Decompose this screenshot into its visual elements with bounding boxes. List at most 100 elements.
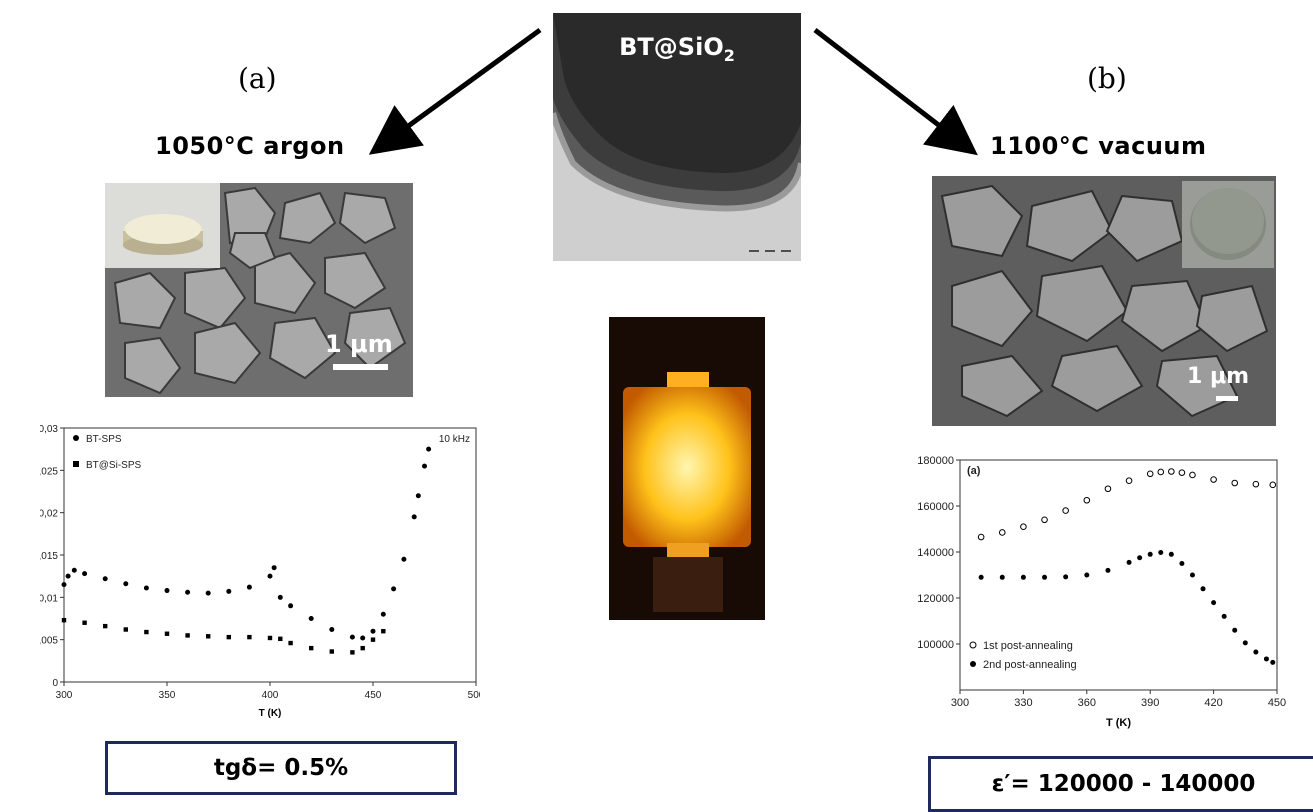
data-point [185,633,190,638]
x-tick-label: 300 [56,690,73,701]
data-point [1020,574,1026,580]
data-point [247,634,252,640]
data-point [1210,476,1217,483]
data-point [1146,470,1154,478]
data-point [267,635,273,641]
data-point [267,573,273,579]
data-point [61,617,67,623]
data-point [143,585,149,591]
x-axis-label: T (K) [1106,717,1131,729]
data-point [1042,574,1048,580]
scale-bar-left: 1 μm [325,330,393,358]
data-point [206,634,211,639]
data-point [370,628,376,634]
data-point [411,514,417,520]
data-point [1020,523,1027,530]
data-point [185,589,191,595]
data-point [123,581,129,587]
data-point [1104,485,1112,493]
data-point [360,645,365,651]
data-point [350,650,355,655]
data-point [144,629,149,635]
chart-annotation: 10 kHz [439,434,470,445]
data-point [1158,549,1164,555]
data-point [1137,555,1143,561]
scale-bar-right: 1 μm [1187,364,1250,389]
data-point [1231,479,1239,487]
y-tick-label: 180000 [917,455,954,467]
data-point [71,567,77,573]
data-point [278,636,283,642]
x-tick-label: 360 [1078,697,1096,709]
x-axis-label: T (K) [259,708,282,719]
y-tick-label: 140000 [917,547,954,559]
data-point [1263,656,1269,662]
data-point [103,623,108,629]
y-tick-label: 160000 [917,501,954,513]
data-point [978,574,984,580]
data-point [1200,586,1206,592]
x-tick-label: 450 [365,690,382,701]
data-point [277,594,283,600]
data-point [426,446,432,452]
data-point [308,616,314,621]
plot-frame [959,459,1278,691]
legend-marker [73,435,79,441]
data-point [164,588,170,594]
data-point [164,631,170,636]
label-b: (b) [1087,62,1127,95]
arrow-left [368,27,542,155]
data-point [1270,659,1276,665]
data-point [329,627,335,633]
data-point [288,640,293,646]
legend-label: 2nd post-annealing [983,659,1077,671]
data-point [226,588,232,594]
data-point [999,574,1005,580]
legend-marker [970,661,976,667]
chart-annotation: (a) [967,465,981,477]
data-point [1189,471,1196,479]
y-tick-label: 0,025 [40,466,58,477]
data-point [271,565,277,571]
y-tick-label: 0,005 [40,636,58,647]
x-tick-label: 390 [1141,697,1159,709]
data-point [226,634,231,640]
data-point [61,582,67,588]
data-point [1252,480,1260,488]
x-tick-label: 330 [1014,697,1032,709]
data-point [1168,468,1175,475]
sem-image-left: 1 μm [105,183,413,397]
data-point [998,529,1006,536]
y-tick-label: 0 [52,678,58,689]
data-point [329,649,334,654]
data-point [309,645,314,651]
legend-label: BT@Si-SPS [86,460,141,471]
data-point [1063,574,1069,580]
y-tick-label: 0,02 [40,509,58,520]
data-point [1253,649,1259,655]
data-point [1126,559,1132,565]
sem-image-right: 1 μm [932,176,1276,426]
legend-marker [73,461,79,467]
y-tick-label: 100000 [917,639,954,651]
legend-marker [969,641,977,649]
data-point [1242,640,1248,646]
data-point [1084,572,1090,578]
arrow-right [813,28,978,156]
result-box-right: ε′= 120000 - 140000 [928,756,1313,812]
data-point [1189,572,1195,578]
data-point [422,463,427,469]
data-point [205,590,211,596]
y-tick-label: 120000 [917,593,954,605]
data-point [1157,468,1165,476]
data-point [370,637,376,642]
data-point [288,603,294,609]
data-point [360,635,366,641]
data-point [391,586,397,592]
x-tick-label: 450 [1268,697,1286,709]
data-point [1269,481,1277,489]
tem-micrograph: BT@SiO2 [553,13,801,261]
data-point [82,571,88,577]
data-point [1211,600,1217,606]
data-point [1232,627,1238,633]
